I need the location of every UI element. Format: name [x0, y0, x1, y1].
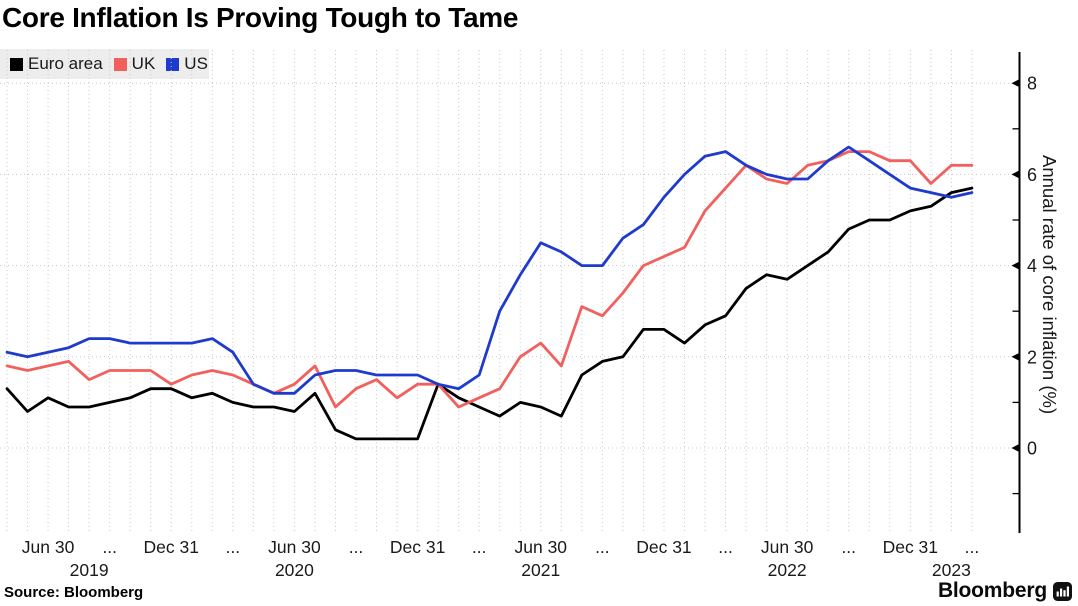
legend-item-euro-area: Euro area [10, 54, 103, 74]
legend-swatch [166, 57, 180, 71]
gridlines [0, 50, 1020, 533]
bloomberg-logo: Bloomberg [938, 579, 1072, 603]
x-tick-label: ... [102, 537, 117, 557]
x-tick-label: Jun 30 [22, 537, 75, 557]
y-major-tick [1011, 444, 1019, 452]
legend-label: US [184, 54, 208, 73]
bloomberg-chart-icon [1053, 581, 1072, 601]
legend-swatch [10, 57, 23, 71]
x-tick-label: ... [965, 537, 980, 557]
x-year-label: 2023 [932, 560, 971, 580]
y-major-tick [1011, 170, 1019, 178]
line-us [5, 145, 974, 395]
legend-label: Euro area [28, 54, 103, 73]
x-tick-label: Dec 31 [883, 537, 938, 557]
x-tick-label: ... [349, 537, 364, 557]
x-axis: Jun 30... Dec 31... Jun 30... Dec 31... Jun … [22, 537, 979, 580]
legend-item-uk: UK [113, 54, 156, 74]
data-series [5, 145, 974, 441]
x-tick-label: ... [226, 537, 241, 557]
chart-title: Core Inflation Is Proving Tough to Tame [2, 2, 519, 33]
legend-item-us: US [166, 54, 208, 74]
line-uk [5, 150, 974, 409]
legend: Euro area UK US [0, 49, 209, 79]
x-tick-label: ... [472, 537, 487, 557]
x-tick-label: ... [841, 537, 856, 557]
y-axis-title: Annual rate of core inflation (%) [1039, 155, 1060, 415]
x-tick-label: Dec 31 [636, 537, 691, 557]
x-tick-label: Jun 30 [515, 537, 568, 557]
y-tick-label: 0 [1027, 439, 1037, 459]
source-note: Source: Bloomberg [4, 584, 144, 601]
x-year-label: 2022 [768, 560, 807, 580]
x-tick-label: Jun 30 [268, 537, 321, 557]
x-tick-label: ... [595, 537, 610, 557]
x-year-label: 2021 [521, 560, 560, 580]
x-tick-label: Dec 31 [144, 537, 199, 557]
line-euro-area [5, 186, 974, 441]
x-tick-label: Jun 30 [761, 537, 814, 557]
legend-swatch [113, 57, 127, 71]
x-tick-label: ... [718, 537, 733, 557]
y-axis: 8 6 4 2 0 [1011, 52, 1037, 533]
y-tick-label: 6 [1027, 165, 1037, 185]
x-year-label: 2019 [70, 560, 109, 580]
x-tick-label: Dec 31 [390, 537, 445, 557]
y-major-tick [1011, 79, 1019, 87]
y-major-tick [1011, 353, 1019, 361]
legend-label: UK [131, 54, 156, 73]
y-tick-label: 4 [1027, 256, 1037, 276]
x-year-label: 2020 [275, 560, 314, 580]
bloomberg-wordmark: Bloomberg [937, 579, 1047, 602]
y-major-tick [1011, 262, 1019, 270]
y-tick-label: 2 [1027, 347, 1037, 367]
y-tick-label: 8 [1027, 74, 1037, 94]
